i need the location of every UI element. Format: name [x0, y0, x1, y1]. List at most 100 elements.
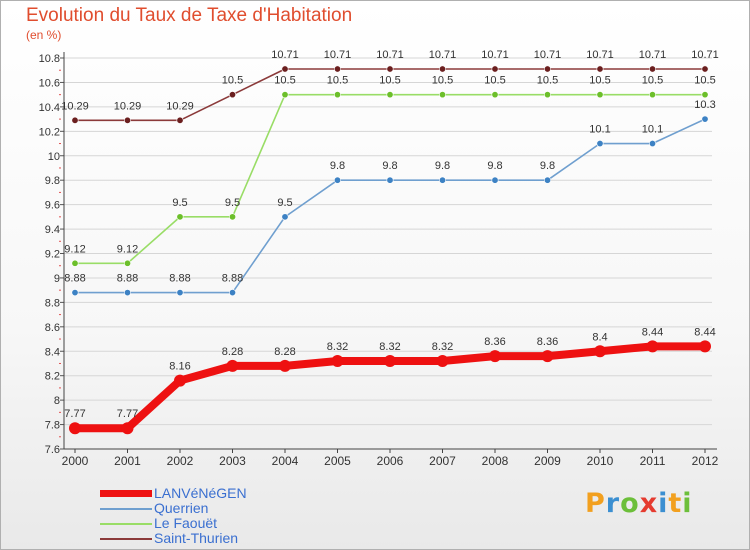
legend-swatch: [100, 537, 152, 540]
logo-letter: r: [605, 488, 621, 519]
series-line: [75, 118, 706, 294]
data-label: 9.8: [330, 160, 345, 172]
data-point: [71, 289, 79, 297]
data-label: 10.5: [589, 75, 610, 87]
data-label: 10.5: [537, 75, 558, 87]
data-point: [229, 213, 237, 221]
data-label: 10.5: [484, 75, 505, 87]
data-point: [279, 359, 291, 372]
data-label: 9.8: [487, 160, 502, 172]
x-tick-label: 2011: [640, 454, 666, 468]
legend-label: Saint-Thurien: [154, 530, 239, 546]
data-point: [491, 65, 499, 73]
data-point: [646, 340, 659, 353]
legend-swatch: [100, 522, 152, 525]
y-tick-label: 9.6: [45, 200, 60, 212]
data-label: 10.3: [694, 99, 715, 111]
data-label: 10.71: [271, 49, 299, 61]
data-point: [71, 259, 79, 267]
data-label: 10.1: [589, 124, 610, 136]
x-tick-label: 2003: [219, 454, 246, 468]
logo-letter: i: [682, 488, 693, 519]
data-label: 9.8: [382, 160, 397, 172]
data-label: 10.71: [376, 49, 404, 61]
data-label: 9.8: [435, 160, 450, 172]
data-label: 10.5: [694, 75, 715, 87]
data-point: [596, 91, 604, 99]
data-label: 8.88: [222, 273, 243, 285]
data-label: 8.88: [117, 273, 138, 285]
data-point: [281, 91, 289, 99]
data-label: 10.71: [481, 49, 509, 61]
x-tick-label: 2009: [534, 454, 561, 468]
data-point: [596, 140, 604, 148]
x-tick-label: 2008: [482, 454, 509, 468]
data-point: [491, 176, 499, 184]
data-label: 8.44: [642, 326, 663, 338]
legend-item: Le Faouët: [100, 516, 247, 531]
unit-label: (en %): [26, 28, 62, 42]
data-point: [489, 350, 501, 363]
data-label: 10.1: [642, 124, 663, 136]
data-label: 10.71: [691, 49, 719, 61]
data-point: [701, 65, 709, 73]
legend-label: LANVéNéGEN: [154, 485, 247, 501]
x-tick-label: 2001: [114, 454, 141, 468]
y-tick-label: 8: [54, 395, 60, 407]
x-tick-label: 2007: [429, 454, 456, 468]
data-point: [648, 65, 656, 73]
data-point: [174, 374, 186, 387]
data-point: [438, 65, 446, 73]
tick-labels: 7.6 7.8 8 8.2 8.4 8.6 8.8 9 9.2 9.4 9.6 9.8 10 10.2 10…: [39, 53, 719, 468]
legend-label: Querrien: [154, 500, 209, 516]
data-label: 8.32: [379, 341, 400, 353]
data-point: [594, 345, 606, 358]
data-point: [541, 350, 554, 363]
y-tick-label: 8.2: [45, 371, 60, 383]
data-point: [124, 259, 132, 267]
x-tick-label: 2002: [167, 454, 194, 468]
y-tick-label: 10.8: [39, 53, 60, 65]
y-tick-label: 8.6: [45, 322, 60, 334]
y-tick-label: 10.2: [39, 126, 60, 138]
data-point: [386, 65, 394, 73]
data-point: [648, 91, 656, 99]
data-point: [384, 355, 396, 368]
data-point: [124, 116, 132, 124]
data-label: 8.32: [327, 341, 348, 353]
data-point: [124, 289, 132, 297]
logo-letter: o: [620, 488, 640, 519]
data-label: 10.5: [274, 75, 295, 87]
data-label: 10.5: [642, 75, 663, 87]
data-point: [438, 91, 446, 99]
x-tick-label: 2010: [587, 454, 614, 468]
data-label: 8.88: [64, 273, 85, 285]
data-label: 8.28: [274, 346, 295, 358]
data-label: 10.5: [327, 75, 348, 87]
logo-letter: P: [585, 488, 606, 519]
y-tick-label: 10.6: [39, 77, 60, 89]
series-layer: [69, 65, 711, 435]
y-tick-label: 10: [48, 151, 60, 163]
data-label: 9.12: [64, 243, 85, 255]
data-point: [543, 65, 551, 73]
data-point: [436, 355, 449, 368]
data-label: 9.5: [277, 197, 292, 209]
data-point: [699, 340, 711, 353]
data-label: 8.28: [222, 346, 243, 358]
y-tick-label: 9.2: [45, 249, 60, 261]
data-label: 10.29: [61, 100, 89, 112]
y-tick-label: 8.8: [45, 297, 60, 309]
logo-letter: i: [658, 488, 669, 519]
data-point: [281, 65, 289, 73]
data-label: 9.8: [540, 160, 555, 172]
data-labels: 8.88 8.88 8.88 8.88 9.5 9.8 9.8 9.8 9.8 9.8 10.1 10…: [61, 49, 719, 420]
data-label: 10.71: [586, 49, 614, 61]
x-tick-label: 2012: [692, 454, 719, 468]
data-point: [701, 91, 709, 99]
data-label: 10.29: [114, 100, 142, 112]
legend-label: Le Faouët: [154, 515, 218, 531]
y-tick-label: 9.4: [45, 224, 60, 236]
data-label: 10.71: [429, 49, 457, 61]
